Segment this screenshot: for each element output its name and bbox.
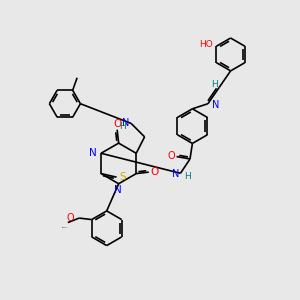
Text: HO: HO — [199, 40, 213, 49]
Text: H: H — [211, 80, 217, 89]
Text: N: N — [89, 148, 97, 158]
Text: O: O — [66, 213, 74, 223]
Text: S: S — [120, 172, 127, 182]
Text: N: N — [114, 185, 122, 195]
Text: N: N — [122, 118, 130, 128]
Text: O: O — [151, 167, 159, 177]
Text: O: O — [113, 119, 121, 129]
Text: N: N — [212, 100, 219, 110]
Text: H: H — [119, 122, 126, 131]
Text: H: H — [184, 172, 190, 182]
Text: N: N — [172, 169, 179, 179]
Text: methoxy: methoxy — [62, 227, 68, 228]
Text: O: O — [167, 151, 175, 161]
